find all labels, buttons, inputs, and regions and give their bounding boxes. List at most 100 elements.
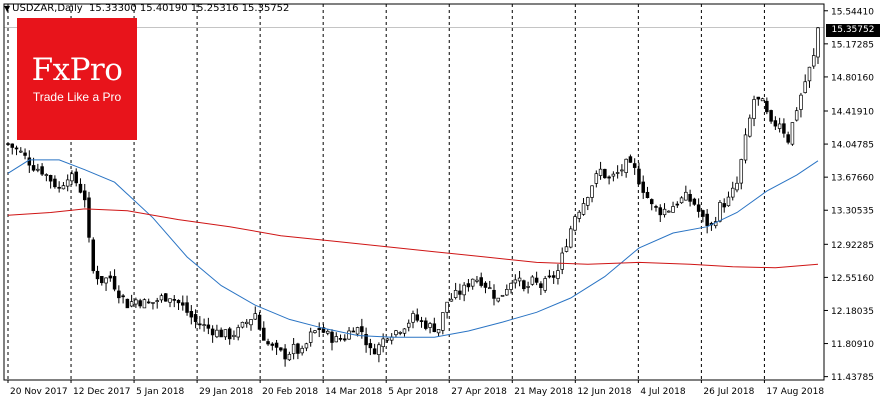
candle-body	[227, 328, 232, 340]
candle	[777, 117, 782, 133]
candle	[368, 338, 373, 356]
candle	[65, 174, 70, 192]
x-tick-label: 5 Jan 2018	[136, 387, 184, 397]
candle-body	[19, 150, 23, 153]
candle-body	[402, 328, 407, 334]
candle	[483, 281, 488, 294]
chart-grid	[4, 4, 824, 380]
candle-body	[381, 338, 385, 348]
candle	[394, 329, 398, 338]
candle	[564, 238, 569, 253]
candle-body	[718, 202, 722, 222]
candle-body	[181, 302, 185, 306]
candle-body	[505, 289, 509, 296]
candle-body	[262, 327, 266, 341]
y-tick-label: 12.55160	[831, 274, 874, 284]
candle-body	[432, 323, 437, 333]
candle-body	[620, 169, 624, 172]
candle	[679, 196, 684, 204]
candle	[210, 325, 215, 343]
candle	[193, 309, 198, 329]
candle	[121, 293, 125, 304]
dropdown-arrow-icon[interactable]: ▼	[4, 4, 11, 13]
candle-body	[462, 284, 466, 296]
candle	[466, 279, 471, 292]
candle	[794, 107, 799, 122]
candle	[27, 150, 32, 173]
candle	[343, 334, 347, 342]
candle-body	[692, 198, 697, 205]
candle-body	[44, 174, 49, 176]
candle	[475, 275, 479, 284]
candle-body	[752, 99, 756, 119]
candle-body	[530, 276, 535, 285]
candle	[424, 317, 428, 331]
candle-body	[14, 147, 19, 150]
candle	[811, 48, 816, 69]
candle	[61, 182, 66, 190]
candle	[202, 318, 206, 332]
candle	[91, 237, 96, 274]
candle-body	[760, 98, 765, 102]
candle	[496, 297, 501, 303]
candle-body	[279, 347, 283, 351]
candle-body	[539, 283, 543, 288]
candle-body	[82, 190, 87, 201]
candle	[692, 197, 697, 206]
candle-body	[441, 312, 445, 331]
candle	[151, 302, 155, 310]
candle-body	[773, 120, 778, 127]
candle-body	[607, 176, 611, 179]
x-axis-labels: 20 Nov 2017 12 Dec 2017 5 Jan 2018 29 Jan 2…	[10, 387, 824, 397]
candle	[253, 306, 258, 320]
candle	[82, 183, 87, 208]
candle-body	[236, 327, 240, 338]
y-tick-label: 15.17285	[831, 40, 874, 50]
candle	[155, 297, 159, 309]
candle	[765, 97, 769, 115]
candle	[402, 328, 407, 337]
candle-body	[185, 302, 189, 313]
candle	[325, 329, 330, 336]
candle-body	[739, 159, 744, 184]
candle	[172, 295, 177, 308]
candle-body	[419, 320, 424, 322]
candle	[658, 204, 663, 223]
candle-body	[551, 275, 556, 278]
candle-body	[117, 290, 121, 299]
candle	[586, 196, 590, 211]
candle-body	[296, 343, 300, 354]
candle-body	[782, 123, 786, 134]
chart-header: ▼ USDZAR,Daily 15.33300 15.40190 15.25316…	[4, 3, 289, 14]
candle-body	[675, 203, 680, 206]
candle	[411, 310, 415, 329]
candle-body	[100, 276, 104, 284]
candle	[14, 145, 19, 156]
candle	[645, 186, 650, 199]
y-tick-label: 14.80160	[831, 73, 874, 83]
candle-body	[121, 295, 125, 298]
candle	[530, 275, 535, 286]
candle-body	[155, 300, 159, 302]
candle	[790, 122, 795, 146]
candle	[641, 175, 645, 199]
candle	[74, 168, 78, 187]
x-tick-label: 5 Apr 2018	[388, 387, 438, 397]
candle	[662, 203, 667, 218]
candle-body	[112, 276, 117, 290]
x-tick-label: 20 Feb 2018	[262, 387, 318, 397]
candle-body	[108, 275, 113, 279]
candle-body	[23, 152, 27, 156]
y-tick-label: 13.30535	[831, 207, 874, 217]
candle-body	[253, 313, 258, 320]
candle	[300, 345, 304, 356]
candle-body	[65, 179, 70, 187]
candle	[223, 329, 228, 340]
candle-body	[453, 290, 458, 298]
candle	[419, 316, 424, 328]
candle-body	[287, 353, 292, 361]
candle-body	[705, 213, 709, 226]
candle	[313, 330, 317, 334]
candle	[547, 269, 552, 279]
candle-body	[487, 287, 492, 290]
